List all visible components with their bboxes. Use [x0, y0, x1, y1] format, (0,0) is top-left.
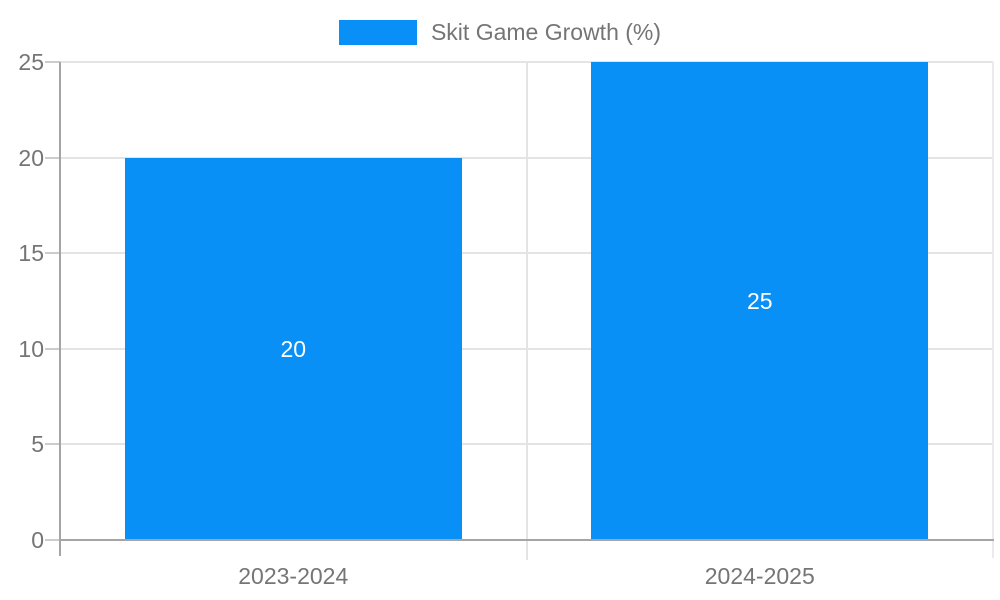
x-category-label: 2023-2024 — [238, 563, 349, 589]
bar-value-label: 20 — [280, 335, 307, 362]
y-tick-mark — [45, 252, 60, 255]
category-separator-gridline — [525, 62, 528, 560]
y-tick-label: 20 — [18, 144, 44, 171]
right-edge-gridline — [992, 62, 994, 558]
y-tick-label: 15 — [18, 240, 44, 267]
y-tick-label: 10 — [18, 335, 44, 362]
bar-2024-2025 — [591, 62, 929, 540]
chart-legend: Skit Game Growth (%) — [0, 18, 1000, 46]
y-tick-label: 25 — [18, 49, 44, 75]
y-axis-line — [59, 62, 61, 556]
legend-label: Skit Game Growth (%) — [430, 19, 662, 45]
bar-value-label: 25 — [746, 288, 773, 314]
y-tick-label: 0 — [31, 527, 44, 553]
y-tick-mark — [45, 61, 60, 63]
legend-color-swatch — [338, 19, 417, 45]
y-tick-label: 5 — [31, 431, 44, 458]
y-tick-mark — [45, 443, 60, 446]
y-tick-mark — [45, 156, 60, 159]
bar-2023-2024 — [124, 157, 462, 540]
x-axis-line — [59, 539, 994, 541]
x-category-label: 2024-2025 — [704, 563, 815, 589]
y-tick-mark — [45, 347, 60, 350]
y-tick-mark — [45, 539, 60, 541]
